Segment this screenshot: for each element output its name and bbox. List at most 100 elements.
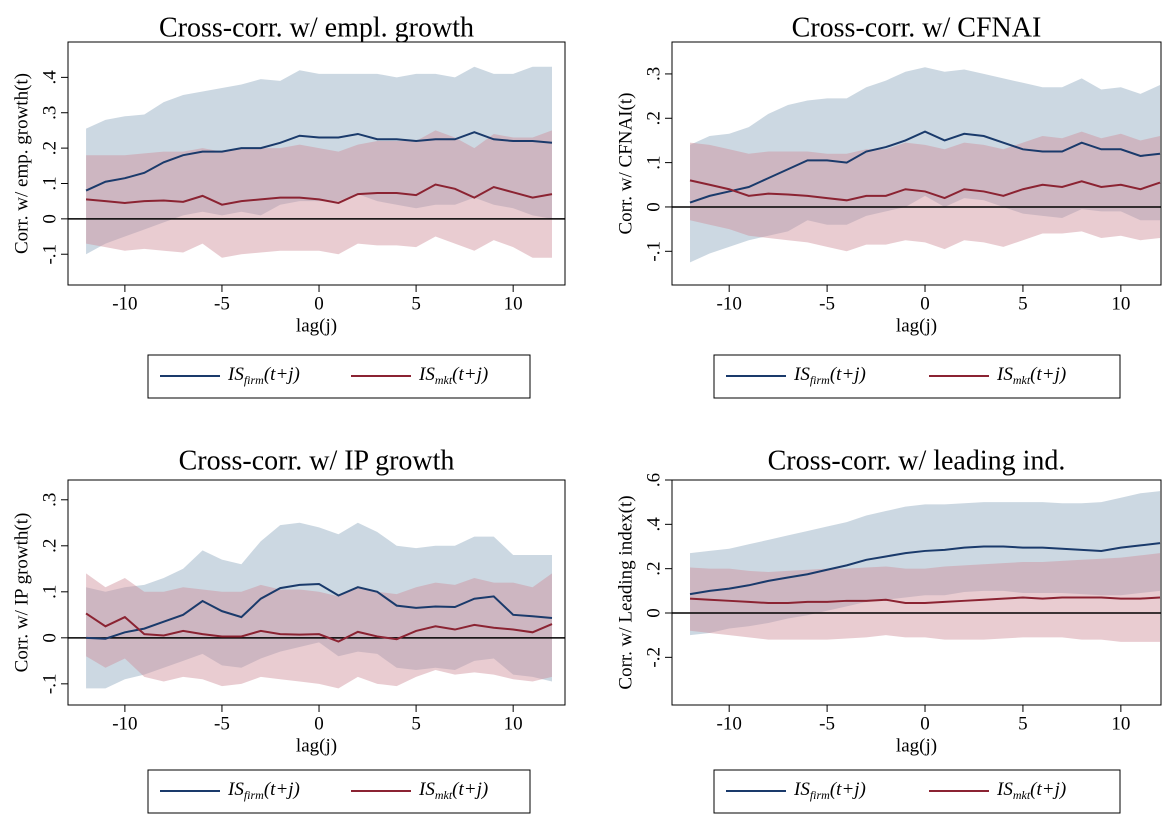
x-tick-label: -5 — [214, 293, 230, 314]
y-tick-label: .3 — [39, 493, 60, 507]
confidence-band — [690, 553, 1161, 642]
y-axis-label: Corr. w/ IP growth(t) — [11, 513, 32, 673]
legend-sub: firm — [810, 373, 830, 387]
y-tick-label: .1 — [39, 585, 60, 599]
legend-sub: mkt — [435, 373, 453, 387]
panel: Cross-corr. w/ IP growth -10 -5 0 5 10 -.1 0 .1.… — [11, 445, 566, 814]
legend: ISfirm(t+j) ISmkt(t+j) — [713, 769, 1121, 814]
confidence-band — [86, 522, 552, 689]
x-tick-label: -5 — [819, 713, 835, 734]
x-tick-label: 10 — [504, 293, 523, 314]
x-tick-label: -10 — [112, 713, 137, 734]
x-tick-label: 5 — [1018, 713, 1028, 734]
y-tick-label: -.1 — [39, 244, 60, 265]
y-tick-label: .2 — [643, 562, 664, 576]
x-tick-label: -10 — [112, 293, 137, 314]
legend-sub: mkt — [1013, 788, 1031, 802]
x-tick-label: -5 — [819, 293, 835, 314]
legend-main: IS — [227, 779, 244, 800]
series-line — [85, 131, 553, 192]
confidence-band — [86, 66, 552, 255]
x-tick-label: 10 — [1111, 713, 1130, 734]
legend-arg: (t+j) — [264, 779, 300, 800]
y-axis-label: Corr. w/ Leading index(t) — [615, 495, 636, 689]
legend-label: ISfirm(t+j) — [793, 779, 866, 801]
legend-label: ISmkt(t+j) — [418, 779, 488, 801]
legend-sub: firm — [810, 788, 830, 802]
x-tick-label: 10 — [504, 713, 523, 734]
chart-title: Cross-corr. w/ CFNAI — [792, 12, 1042, 43]
y-tick-label: .1 — [39, 176, 60, 190]
y-tick-label: 0 — [643, 608, 664, 618]
legend-arg: (t+j) — [1030, 779, 1066, 800]
legend-arg: (t+j) — [264, 364, 300, 385]
panel: Cross-corr. w/ CFNAI -10 -5 0 5 10 -.1 0 .1 .2 .3 l… — [615, 12, 1162, 399]
x-tick-label: 0 — [314, 293, 324, 314]
legend-label: ISfirm(t+j) — [793, 364, 866, 386]
y-tick-label: 0 — [39, 214, 60, 224]
x-tick-label: 5 — [1018, 293, 1028, 314]
y-tick-label: .1 — [643, 155, 664, 169]
series-line — [85, 612, 553, 643]
confidence-band — [690, 491, 1161, 636]
series-line — [85, 183, 553, 206]
legend-main: IS — [793, 779, 810, 800]
series-line — [689, 596, 1161, 605]
panel: Cross-corr. w/ leading ind. -10 -5 0 5 10 -.2 0… — [615, 445, 1162, 814]
plot-area — [68, 522, 565, 689]
y-tick-label: .2 — [39, 141, 60, 155]
legend-arg: (t+j) — [830, 779, 866, 800]
legend-main: IS — [996, 779, 1013, 800]
legend: ISfirm(t+j) ISmkt(t+j) — [713, 354, 1121, 399]
legend-label: ISfirm(t+j) — [227, 364, 300, 386]
legend-arg: (t+j) — [1030, 364, 1066, 385]
chart-title: Cross-corr. w/ empl. growth — [159, 12, 474, 43]
legend-sub: firm — [244, 788, 264, 802]
y-axis-label: Corr. w/ emp. growth(t) — [11, 73, 32, 254]
y-tick-label: .4 — [643, 517, 664, 532]
legend-arg: (t+j) — [452, 779, 488, 800]
legend-label: ISmkt(t+j) — [996, 364, 1066, 386]
x-tick-label: 0 — [920, 293, 930, 314]
confidence-band — [86, 130, 552, 258]
series-line — [86, 582, 553, 640]
legend-sub: mkt — [1013, 373, 1031, 387]
x-tick-label: 5 — [411, 293, 421, 314]
x-axis-label: lag(j) — [896, 735, 937, 756]
legend-label: ISfirm(t+j) — [227, 779, 300, 801]
x-axis-label: lag(j) — [896, 315, 937, 336]
x-axis-label: lag(j) — [296, 735, 337, 756]
y-tick-label: .2 — [39, 539, 60, 553]
legend-main: IS — [418, 364, 435, 385]
y-tick-label: -.1 — [643, 241, 664, 262]
plot-frame — [67, 479, 566, 706]
x-tick-label: -5 — [214, 713, 230, 734]
legend: ISfirm(t+j) ISmkt(t+j) — [147, 769, 531, 814]
series-line — [689, 130, 1161, 204]
x-tick-label: 5 — [411, 713, 421, 734]
y-tick-label: 0 — [643, 202, 664, 212]
y-tick-label: -.2 — [643, 647, 664, 668]
plot-frame — [671, 479, 1162, 706]
plot-area — [672, 491, 1161, 642]
y-tick-label: .3 — [643, 67, 664, 81]
legend-label: ISmkt(t+j) — [996, 779, 1066, 801]
chart-title: Cross-corr. w/ leading ind. — [768, 445, 1066, 476]
x-tick-label: 0 — [314, 713, 324, 734]
legend-main: IS — [418, 779, 435, 800]
legend-main: IS — [996, 364, 1013, 385]
x-tick-label: -10 — [717, 713, 742, 734]
x-tick-label: 0 — [920, 713, 930, 734]
legend-arg: (t+j) — [452, 364, 488, 385]
x-axis-label: lag(j) — [296, 315, 337, 336]
chart-title: Cross-corr. w/ IP growth — [179, 445, 455, 476]
legend-arg: (t+j) — [830, 364, 866, 385]
y-axis-label: Corr. w/ CFNAI(t) — [615, 93, 636, 235]
x-tick-label: -10 — [717, 293, 742, 314]
panel: Cross-corr. w/ empl. growth -10 -5 0 5 10 -.1 0… — [11, 12, 566, 399]
y-tick-label: 0 — [39, 633, 60, 643]
legend-main: IS — [227, 364, 244, 385]
legend-sub: firm — [244, 373, 264, 387]
y-tick-label: .3 — [39, 106, 60, 120]
